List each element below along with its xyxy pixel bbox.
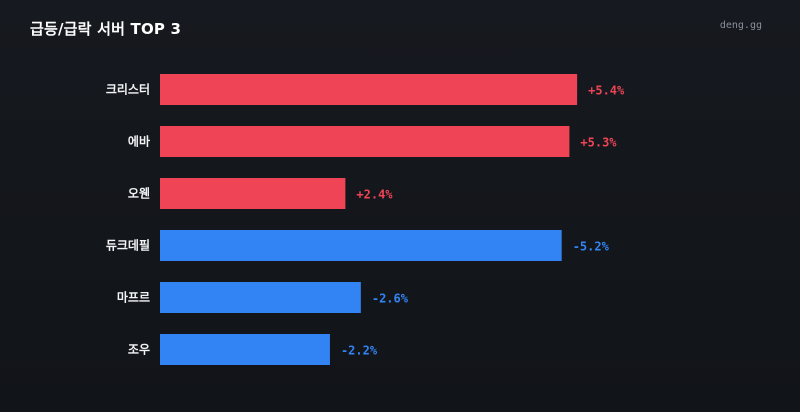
bar [160, 334, 330, 365]
bar [160, 126, 570, 157]
category-label: 듀크데필 [106, 238, 150, 253]
category-label: 오웬 [128, 187, 150, 201]
brand-watermark: deng.gg [719, 20, 762, 31]
value-label: -2.2% [341, 344, 378, 358]
value-label: +5.4% [588, 84, 625, 98]
category-label: 크리스터 [106, 82, 150, 97]
value-label: +2.4% [356, 188, 393, 202]
value-label: +5.3% [580, 136, 617, 150]
bar [160, 230, 562, 261]
bar [160, 282, 361, 313]
category-label: 에바 [128, 134, 150, 149]
category-label: 조우 [128, 343, 150, 357]
chart-title: 급등/급락 서버 TOP 3 [30, 20, 182, 38]
category-label: 마프르 [117, 290, 150, 305]
value-label: -5.2% [573, 240, 610, 254]
bar [160, 178, 346, 209]
value-label: -2.6% [372, 292, 409, 306]
bar [160, 74, 578, 105]
